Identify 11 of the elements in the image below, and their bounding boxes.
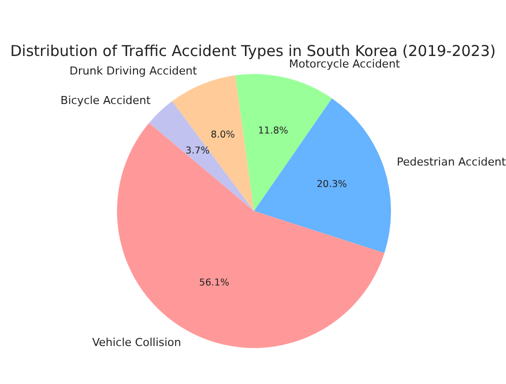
data-label: 8.0% [210, 129, 235, 140]
data-label: 56.1% [199, 277, 230, 288]
slice-label: Vehicle Collision [92, 336, 182, 349]
slice-label: Motorcycle Accident [288, 57, 401, 70]
data-label: 11.8% [258, 126, 288, 137]
slice-label: Bicycle Accident [60, 94, 152, 108]
chart-title: Distribution of Traffic Accident Types in South Korea (2019-2023) [10, 42, 496, 60]
data-label: 20.3% [316, 179, 347, 190]
slice-label: Drunk Driving Accident [70, 64, 198, 78]
data-label: 3.7% [186, 146, 210, 157]
slice-label: Pedestrian Accident [396, 155, 506, 168]
